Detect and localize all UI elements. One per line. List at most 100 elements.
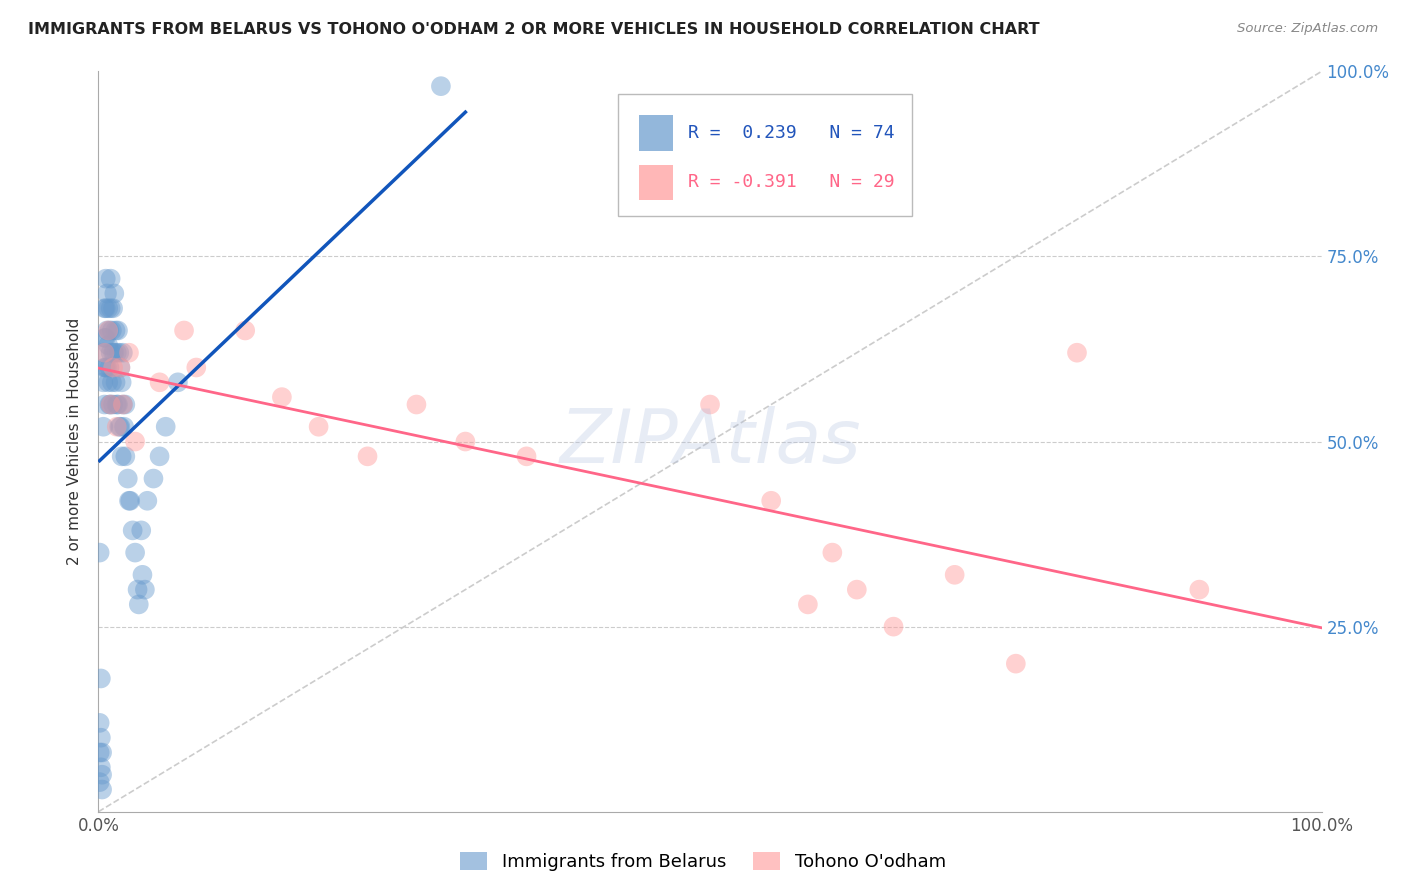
Point: [100, 301, 122, 316]
Point: [430, 79, 453, 94]
Point: [104, 324, 127, 338]
Point: [91, 746, 114, 760]
Bar: [640, 115, 673, 151]
Point: [797, 598, 820, 612]
Point: [699, 398, 721, 412]
Point: [96, 360, 118, 375]
Point: [117, 471, 139, 485]
Text: Source: ZipAtlas.com: Source: ZipAtlas.com: [1237, 22, 1378, 36]
Point: [110, 360, 132, 375]
Point: [91, 419, 114, 434]
Point: [91, 782, 114, 797]
Point: [118, 493, 141, 508]
Point: [134, 582, 156, 597]
Point: [89, 715, 111, 730]
Point: [103, 286, 125, 301]
Point: [90, 731, 112, 745]
Point: [100, 398, 122, 412]
Point: [93, 360, 115, 375]
Point: [108, 419, 131, 434]
Point: [114, 398, 136, 412]
Point: [111, 345, 134, 359]
Point: [101, 398, 124, 412]
Point: [114, 450, 136, 464]
Point: [97, 376, 120, 390]
Point: [821, 546, 844, 560]
Point: [101, 360, 124, 375]
Point: [105, 398, 128, 412]
Point: [127, 582, 149, 597]
Point: [104, 376, 127, 390]
Point: [128, 598, 150, 612]
Point: [1188, 582, 1211, 597]
Point: [405, 398, 427, 412]
Point: [97, 301, 120, 316]
Point: [103, 345, 125, 359]
Point: [105, 419, 128, 434]
Bar: [640, 165, 673, 200]
Point: [101, 345, 124, 359]
Point: [129, 524, 152, 538]
Point: [100, 345, 122, 359]
Point: [186, 360, 208, 375]
Point: [94, 271, 117, 285]
Point: [124, 546, 146, 560]
Point: [121, 524, 143, 538]
Point: [155, 419, 177, 434]
Text: R = -0.391   N = 29: R = -0.391 N = 29: [688, 173, 894, 192]
Point: [167, 376, 190, 390]
Point: [94, 301, 117, 316]
Point: [97, 338, 120, 352]
Point: [101, 376, 124, 390]
Point: [94, 360, 117, 375]
Point: [454, 434, 477, 449]
Point: [173, 324, 195, 338]
Point: [761, 493, 783, 508]
Point: [149, 450, 172, 464]
Point: [101, 324, 124, 338]
Point: [883, 619, 905, 633]
Point: [111, 450, 134, 464]
Y-axis label: 2 or more Vehicles in Household: 2 or more Vehicles in Household: [67, 318, 83, 566]
Point: [120, 493, 142, 508]
Point: [118, 345, 141, 359]
Point: [107, 398, 129, 412]
Point: [356, 450, 378, 464]
Point: [93, 331, 115, 345]
Point: [93, 301, 115, 316]
Point: [111, 398, 134, 412]
Point: [1066, 345, 1088, 359]
Legend: Immigrants from Belarus, Tohono O'odham: Immigrants from Belarus, Tohono O'odham: [453, 845, 953, 879]
Point: [90, 760, 112, 774]
Point: [111, 376, 134, 390]
Point: [101, 301, 124, 316]
Point: [270, 390, 294, 404]
Point: [105, 345, 128, 359]
Point: [91, 767, 114, 781]
Point: [111, 398, 134, 412]
Point: [96, 286, 118, 301]
Text: R =  0.239   N = 74: R = 0.239 N = 74: [688, 124, 894, 142]
Point: [136, 493, 159, 508]
Point: [93, 345, 115, 359]
Point: [100, 271, 122, 285]
Point: [124, 434, 146, 449]
Point: [91, 345, 114, 359]
Point: [845, 582, 868, 597]
Point: [89, 775, 111, 789]
Point: [93, 398, 115, 412]
Point: [110, 419, 132, 434]
Point: [233, 324, 256, 338]
Point: [110, 360, 132, 375]
Point: [89, 746, 111, 760]
Point: [112, 419, 135, 434]
Point: [98, 324, 121, 338]
FancyBboxPatch shape: [619, 94, 912, 216]
Point: [149, 376, 172, 390]
Point: [943, 567, 966, 582]
Point: [100, 398, 122, 412]
Point: [90, 672, 112, 686]
Text: IMMIGRANTS FROM BELARUS VS TOHONO O'ODHAM 2 OR MORE VEHICLES IN HOUSEHOLD CORREL: IMMIGRANTS FROM BELARUS VS TOHONO O'ODHA…: [28, 22, 1040, 37]
Point: [89, 546, 111, 560]
Point: [515, 450, 537, 464]
